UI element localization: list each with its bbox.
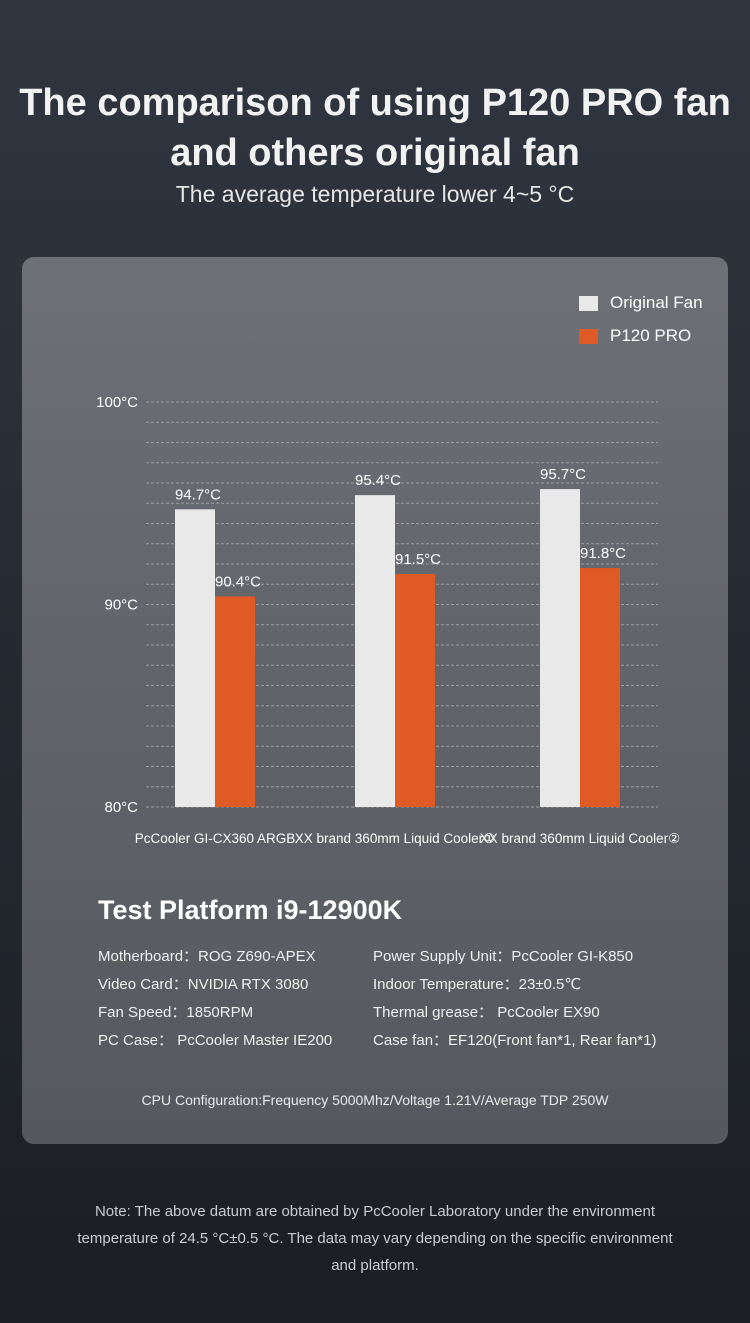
bar-original bbox=[175, 509, 215, 807]
spec-case-fan: Case fan：EF120(Front fan*1, Rear fan*1) bbox=[373, 1032, 657, 1049]
bar-p120 bbox=[215, 596, 255, 807]
data-label-original: 94.7°C bbox=[175, 486, 221, 503]
page-title: The comparison of using P120 PRO fan and… bbox=[0, 78, 750, 178]
spec-thermal-grease: Thermal grease： PcCooler EX90 bbox=[373, 1004, 600, 1021]
page-subtitle: The average temperature lower 4~5 °C bbox=[175, 181, 575, 207]
platform-title: Test Platform i9-12900K bbox=[98, 895, 403, 925]
spec-power-supply: Power Supply Unit：PcCooler GI-K850 bbox=[373, 948, 634, 965]
data-label-p120: 91.8°C bbox=[580, 545, 626, 562]
spec-motherboard: Motherboard：ROG Z690-APEX bbox=[98, 948, 316, 965]
legend-swatch-p120 bbox=[579, 328, 598, 344]
cpu-configuration: CPU Configuration:Frequency 5000Mhz/Volt… bbox=[141, 1092, 609, 1108]
spec-pc-case: PC Case： PcCooler Master IE200 bbox=[98, 1032, 333, 1049]
x-category-label: PcCooler GI-CX360 ARGB bbox=[135, 831, 296, 846]
title-line-2: and others original fan bbox=[170, 132, 580, 174]
legend-item-original: Original Fan bbox=[579, 293, 703, 313]
data-label-original: 95.4°C bbox=[355, 472, 401, 489]
legend-label-original: Original Fan bbox=[610, 293, 703, 312]
legend-swatch-original bbox=[579, 295, 598, 311]
data-label-original: 95.7°C bbox=[540, 466, 586, 483]
title-line-1: The comparison of using P120 PRO fan bbox=[19, 82, 731, 124]
bar-original bbox=[540, 489, 580, 807]
x-category-label: XX brand 360mm Liquid Cooler② bbox=[480, 831, 680, 846]
bar-p120 bbox=[580, 568, 620, 807]
x-category-label: XX brand 360mm Liquid Cooler① bbox=[295, 831, 495, 846]
spec-video-card: Video Card：NVIDIA RTX 3080 bbox=[98, 976, 309, 993]
y-tick-label: 80°C bbox=[104, 799, 138, 816]
comparison-panel: Original Fan P120 PRO 100°C 90°C 80°C 94.7°… bbox=[22, 257, 728, 1144]
y-tick-label: 100°C bbox=[96, 394, 138, 411]
spec-indoor-temperature: Indoor Temperature：23±0.5℃ bbox=[373, 976, 582, 993]
footnote: Note: The above datum are obtained by Pc… bbox=[77, 1203, 673, 1274]
bar-p120 bbox=[395, 574, 435, 807]
legend-label-p120: P120 PRO bbox=[610, 326, 692, 345]
bar-original bbox=[355, 495, 395, 807]
temperature-bar-chart: 100°C 90°C 80°C 94.7°C 90.4°C PcCooler GI-CX3… bbox=[96, 394, 680, 846]
data-label-p120: 91.5°C bbox=[395, 551, 441, 568]
data-label-p120: 90.4°C bbox=[215, 573, 261, 590]
legend-item-p120: P120 PRO bbox=[579, 326, 691, 346]
y-tick-label: 90°C bbox=[104, 597, 138, 614]
spec-fan-speed: Fan Speed：1850RPM bbox=[98, 1004, 254, 1021]
